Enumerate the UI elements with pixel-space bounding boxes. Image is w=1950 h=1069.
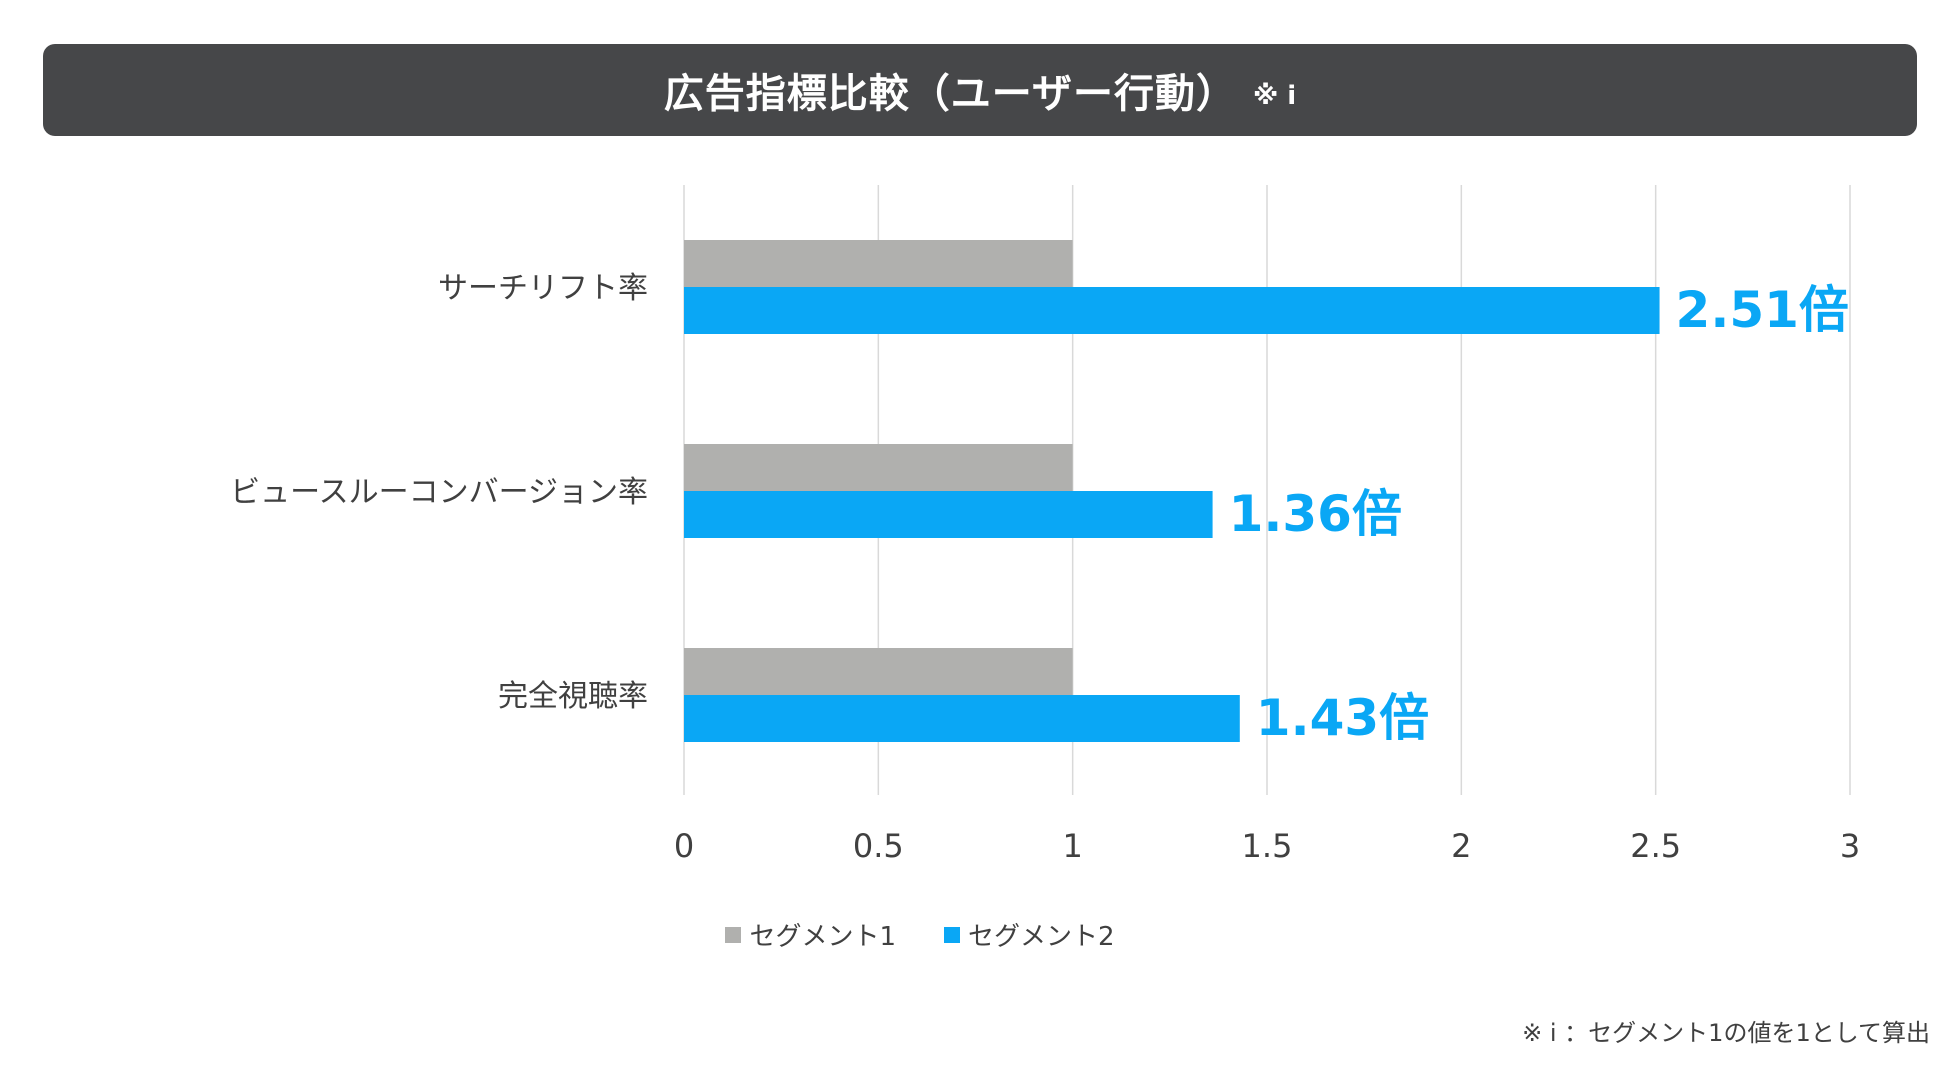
legend-label-segment1: セグメント1 xyxy=(749,922,896,952)
category-label: サーチリフト率 xyxy=(438,271,648,306)
footnote: ※ i ：セグメント1の値を1として算出 xyxy=(1522,1019,1930,1047)
bar-segment1 xyxy=(684,648,1073,695)
x-tick-label: 0 xyxy=(674,827,694,865)
bar-segment1 xyxy=(684,444,1073,491)
chart-title-note: ※ i xyxy=(1252,81,1297,111)
bar-segment1 xyxy=(684,240,1073,287)
chart-legend: セグメント1 セグメント2 xyxy=(0,916,1950,953)
legend-item-segment2: セグメント2 xyxy=(944,916,1115,953)
x-tick-label: 2 xyxy=(1451,827,1471,865)
x-tick-label: 3 xyxy=(1840,827,1860,865)
x-tick-label: 0.5 xyxy=(853,827,904,865)
category-label: ビュースルーコンバージョン率 xyxy=(230,475,648,510)
data-label: 2.51倍 xyxy=(1676,281,1849,339)
legend-swatch-segment2 xyxy=(944,926,960,943)
data-label: 1.36倍 xyxy=(1229,485,1402,543)
category-label: 完全視聴率 xyxy=(498,679,648,714)
chart-title-bar: 広告指標比較（ユーザー行動） ※ i xyxy=(43,44,1917,136)
x-tick-label: 1.5 xyxy=(1242,827,1293,865)
legend-item-segment1: セグメント1 xyxy=(725,916,896,953)
chart-title: 広告指標比較（ユーザー行動） xyxy=(663,71,1237,117)
bar-segment2 xyxy=(684,491,1213,538)
x-tick-label: 1 xyxy=(1062,827,1082,865)
data-label: 1.43倍 xyxy=(1256,689,1429,747)
bar-segment2 xyxy=(684,695,1240,742)
bar-segment2 xyxy=(684,287,1660,334)
legend-label-segment2: セグメント2 xyxy=(968,922,1115,952)
legend-swatch-segment1 xyxy=(725,926,742,943)
x-tick-label: 2.5 xyxy=(1630,827,1681,865)
